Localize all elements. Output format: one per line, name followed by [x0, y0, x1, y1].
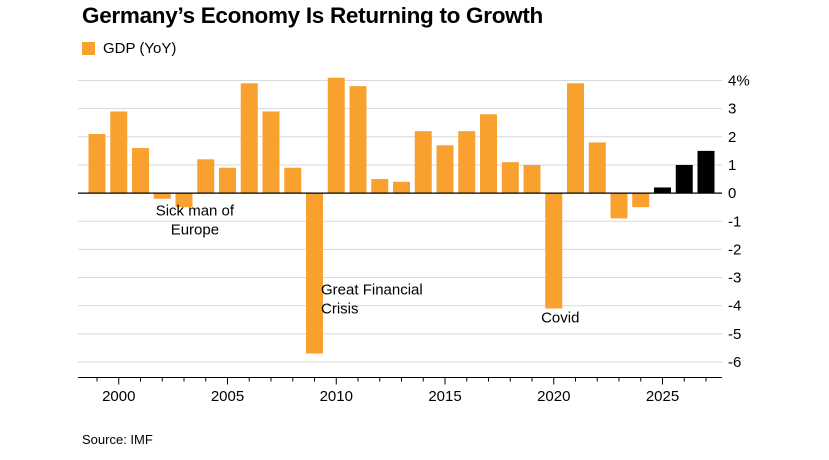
y-tick-label: -2	[728, 241, 741, 258]
x-tick-label: 2020	[537, 388, 570, 405]
bar-1999	[88, 133, 106, 194]
bar-2003	[175, 193, 193, 208]
bar-2024	[632, 193, 650, 208]
bar-2005	[219, 167, 236, 194]
x-tick-label: 2005	[211, 388, 244, 405]
bar-2019	[523, 164, 541, 194]
y-tick-label: -6	[728, 354, 741, 371]
legend-label: GDP (YoY)	[103, 40, 177, 57]
legend-swatch	[82, 42, 95, 55]
bar-2027	[697, 150, 715, 194]
bar-2002	[153, 193, 171, 199]
bar-2001	[132, 148, 149, 194]
source-note: Source: IMF	[82, 432, 153, 447]
bar-2015	[436, 145, 454, 194]
bar-2000	[110, 111, 128, 194]
y-tick-label: 0	[728, 185, 736, 202]
y-tick-label: 2	[728, 129, 736, 146]
y-tick-label: 3	[728, 101, 736, 118]
bar-2008	[284, 167, 302, 194]
bar-2022	[588, 142, 606, 194]
bar-2007	[262, 111, 280, 194]
bar-2017	[480, 114, 497, 194]
bar-2013	[393, 181, 410, 194]
chart-title: Germany’s Economy Is Returning to Growth	[82, 3, 543, 28]
y-tick-label: -3	[728, 270, 741, 287]
bar-2016	[458, 131, 476, 194]
bar-2004	[197, 159, 215, 194]
y-tick-label: 4%	[728, 73, 750, 90]
annotation-financial-crisis: Crisis	[321, 300, 359, 317]
bar-2009	[306, 193, 323, 354]
bar-2020	[545, 193, 563, 309]
bar-2011	[349, 86, 367, 194]
annotation-financial-crisis: Great Financial	[321, 281, 423, 298]
annotation-covid: Covid	[541, 310, 579, 327]
y-tick-label: -5	[728, 326, 741, 343]
y-tick-label: -4	[728, 298, 741, 315]
x-tick-label: 2015	[428, 388, 461, 405]
bar-2010	[327, 77, 345, 194]
bar-2012	[371, 179, 389, 194]
annotation-sick-man: Sick man of	[156, 203, 235, 220]
y-tick-label: 1	[728, 157, 736, 174]
bar-2025	[654, 187, 671, 194]
annotation-sick-man: Europe	[171, 222, 219, 239]
y-tick-label: -1	[728, 213, 741, 230]
bar-2026	[675, 164, 693, 194]
x-tick-label: 2010	[320, 388, 353, 405]
bar-2021	[567, 83, 584, 194]
x-tick-label: 2000	[102, 388, 135, 405]
x-tick-label: 2025	[646, 388, 679, 405]
bar-2023	[610, 193, 628, 219]
legend: GDP (YoY)	[82, 40, 176, 57]
bar-2014	[414, 131, 432, 194]
bar-2006	[240, 83, 258, 194]
bar-2018	[501, 162, 519, 194]
